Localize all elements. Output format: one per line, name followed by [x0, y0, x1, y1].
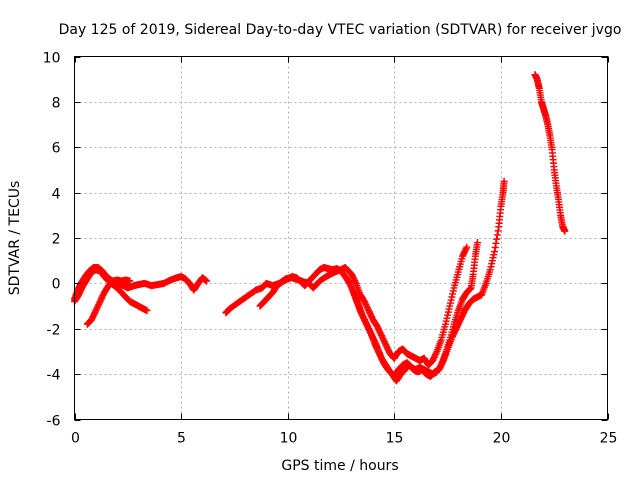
y-tick-label: 8 [52, 96, 61, 112]
data-point [493, 231, 501, 239]
y-axis-label: SDTVAR / TECUs [7, 181, 23, 296]
series-SDTVAR [71, 71, 569, 385]
y-tick-label: 0 [52, 277, 61, 293]
data-point [143, 307, 151, 315]
x-tick-label: 10 [280, 431, 298, 447]
y-tick-label: 10 [43, 51, 61, 67]
data-point [494, 227, 502, 235]
data-point [462, 245, 470, 253]
x-tick-label: 25 [600, 431, 618, 447]
chart-title: Day 125 of 2019, Sidereal Day-to-day VTE… [59, 22, 622, 38]
axis-ticks: 0 5 10 15 20 25 -6 -4 -2 0 2 4 6 8 10 [43, 51, 618, 447]
data-point [203, 277, 211, 285]
y-tick-label: -4 [47, 368, 61, 384]
y-tick-label: -2 [47, 323, 61, 339]
x-axis-label: GPS time / hours [281, 458, 398, 474]
data-point [351, 278, 359, 286]
x-tick-label: 0 [71, 431, 80, 447]
data-point [491, 248, 499, 256]
data-point [126, 277, 134, 285]
data-series [71, 71, 569, 385]
x-tick-label: 15 [386, 431, 404, 447]
y-tick-label: -6 [47, 414, 61, 430]
data-point [500, 177, 508, 185]
data-point [493, 235, 501, 243]
x-tick-label: 20 [493, 431, 511, 447]
data-point [492, 239, 500, 247]
data-point [473, 239, 481, 247]
y-tick-label: 4 [52, 187, 61, 203]
data-point [466, 285, 474, 293]
data-point [373, 341, 381, 349]
data-point [432, 349, 440, 357]
grid [74, 56, 608, 420]
data-point [561, 227, 569, 235]
data-point [463, 243, 471, 251]
data-point [491, 243, 499, 251]
y-tick-label: 6 [52, 141, 61, 157]
x-tick-label: 5 [177, 431, 186, 447]
y-tick-label: 2 [52, 232, 61, 248]
